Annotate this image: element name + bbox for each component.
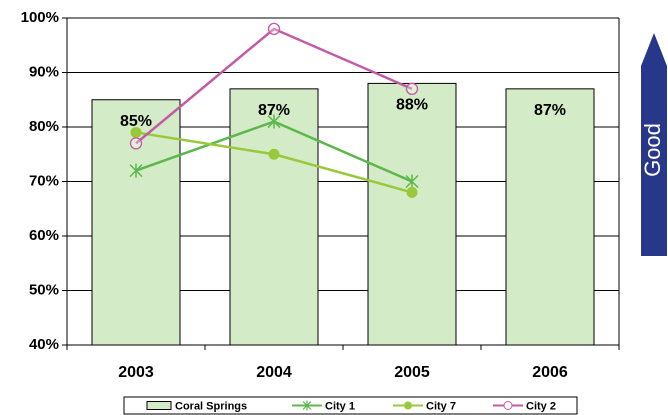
y-tick-label: 100% [21, 9, 59, 26]
y-tick-label: 40% [29, 336, 59, 353]
y-tick-label: 70% [29, 172, 59, 189]
legend-label: City 1 [325, 400, 355, 412]
x-tick-label: 2006 [532, 364, 568, 381]
bar [91, 99, 181, 346]
x-tick-label: 2005 [394, 364, 430, 381]
marker [130, 126, 142, 138]
bar [367, 82, 457, 346]
data-label: 87% [534, 102, 566, 119]
marker [267, 114, 281, 129]
data-label: 88% [396, 97, 428, 114]
marker [267, 22, 281, 36]
x-tick-label: 2003 [118, 364, 154, 381]
marker [406, 186, 418, 198]
y-tick-label: 50% [29, 281, 59, 298]
good-arrow: Good [640, 33, 667, 256]
annotation: Good [640, 123, 665, 177]
legend-swatch [146, 401, 172, 410]
legend-marker-circle [503, 401, 513, 410]
legend-marker-stroke [302, 400, 312, 411]
marker [129, 163, 143, 178]
bar [505, 88, 595, 346]
marker [268, 148, 280, 160]
data-label: 85% [120, 113, 152, 130]
marker [405, 174, 419, 189]
legend-marker [503, 401, 513, 410]
series-line [135, 27, 413, 145]
legend-label: City 2 [526, 400, 556, 412]
marker [129, 137, 143, 150]
legend: Coral Springs City 1 City 7 City 2 [123, 396, 578, 415]
legend-box [123, 396, 578, 415]
marker [405, 82, 419, 95]
legend-marker [302, 400, 312, 411]
legend-label: City 7 [426, 400, 456, 412]
data-label: 87% [258, 102, 290, 119]
arrow-head [641, 33, 667, 66]
marker-stroke [267, 114, 281, 129]
y-tick-label: 80% [29, 118, 59, 135]
legend-marker [404, 401, 412, 410]
y-tick-label: 90% [29, 63, 59, 80]
arrow-shaft [641, 66, 667, 256]
y-tick-label: 60% [29, 227, 59, 244]
marker-stroke [405, 174, 419, 189]
x-tick-label: 2004 [256, 364, 292, 381]
legend-label: Coral Springs [175, 400, 247, 412]
marker-stroke [129, 163, 143, 178]
legend-marker-dot [404, 401, 412, 410]
